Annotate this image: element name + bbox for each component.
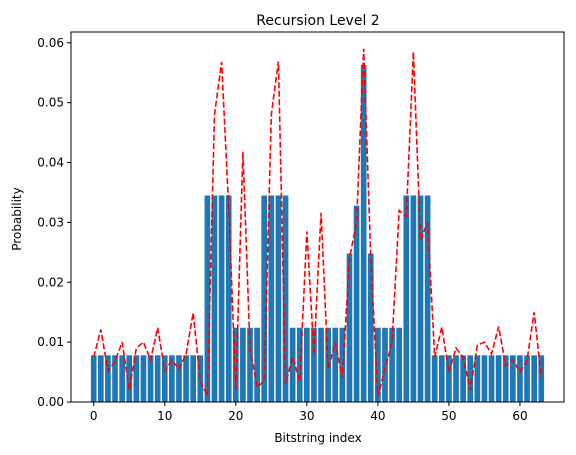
- bar: [225, 195, 232, 402]
- y-tick-label: 0.06: [37, 36, 64, 50]
- bar: [240, 327, 246, 402]
- x-tick-label: 10: [157, 409, 172, 423]
- bar: [190, 355, 197, 402]
- bar: [424, 195, 431, 402]
- bar: [112, 355, 118, 402]
- bar: [460, 355, 466, 402]
- bar: [140, 355, 147, 402]
- bar: [488, 355, 495, 402]
- bar: [481, 355, 488, 402]
- bar: [311, 327, 317, 402]
- bar: [346, 253, 353, 402]
- bar: [105, 355, 111, 402]
- bar: [154, 355, 161, 402]
- y-tick-label: 0.04: [37, 156, 64, 170]
- y-tick-label: 0.00: [37, 395, 64, 409]
- bar: [431, 355, 438, 402]
- y-tick-label: 0.03: [37, 215, 64, 229]
- bar: [161, 355, 168, 402]
- bar: [318, 327, 324, 402]
- plot-frame: [70, 31, 565, 403]
- bar: [126, 355, 133, 402]
- bar: [524, 355, 530, 402]
- bar: [495, 355, 502, 402]
- bar: [360, 64, 367, 403]
- x-tick-label: 30: [299, 409, 314, 423]
- bar: [133, 355, 140, 402]
- series-line: [92, 48, 543, 397]
- bar: [474, 355, 481, 402]
- bar: [218, 195, 225, 402]
- bar: [289, 327, 296, 402]
- chart-title: Recursion Level 2: [256, 13, 379, 29]
- bar: [453, 355, 459, 402]
- bar: [332, 327, 339, 402]
- bar: [197, 355, 204, 402]
- x-tick-label: 0: [90, 409, 98, 423]
- bar: [375, 327, 381, 402]
- bar: [275, 195, 282, 402]
- bar: [183, 355, 189, 402]
- bar: [176, 355, 182, 402]
- bar: [396, 327, 403, 402]
- bar: [204, 195, 211, 402]
- bar: [232, 327, 239, 402]
- bar: [119, 355, 125, 402]
- y-tick-label: 0.05: [37, 96, 64, 110]
- bar: [531, 355, 537, 402]
- bar: [169, 355, 175, 402]
- y-tick-label: 0.01: [37, 335, 64, 349]
- bar: [282, 195, 289, 402]
- bar: [247, 327, 253, 402]
- bar: [467, 355, 474, 402]
- bar: [261, 195, 268, 402]
- bar: [410, 195, 417, 402]
- x-tick-label: 50: [441, 409, 456, 423]
- plot-area: 0 10 20 30 40 50 60 0.00 0.01 0.02 0.03 0.04 0.05 0.0…: [37, 31, 565, 423]
- bar: [417, 195, 424, 402]
- bar: [304, 327, 310, 402]
- x-axis-label: Bitstring index: [274, 431, 361, 445]
- x-tick-label: 60: [512, 409, 527, 423]
- bar: [97, 355, 104, 402]
- bar: [517, 355, 523, 402]
- x-tick-label: 40: [370, 409, 385, 423]
- bar: [211, 195, 218, 402]
- bar: [268, 195, 275, 402]
- bar: [382, 327, 388, 402]
- bar: [367, 253, 374, 402]
- y-tick-label: 0.02: [37, 275, 64, 289]
- x-tick-label: 20: [228, 409, 243, 423]
- bar: [90, 355, 97, 402]
- bar: [403, 195, 410, 402]
- bar: [147, 355, 154, 402]
- y-axis-label: Probability: [10, 187, 24, 250]
- bar: [446, 355, 452, 402]
- bar: [353, 205, 360, 402]
- bar: [389, 327, 395, 402]
- bar: [502, 355, 509, 402]
- bar: [438, 355, 445, 402]
- bar: [254, 327, 260, 402]
- bar: [510, 355, 516, 402]
- bar: [538, 355, 545, 402]
